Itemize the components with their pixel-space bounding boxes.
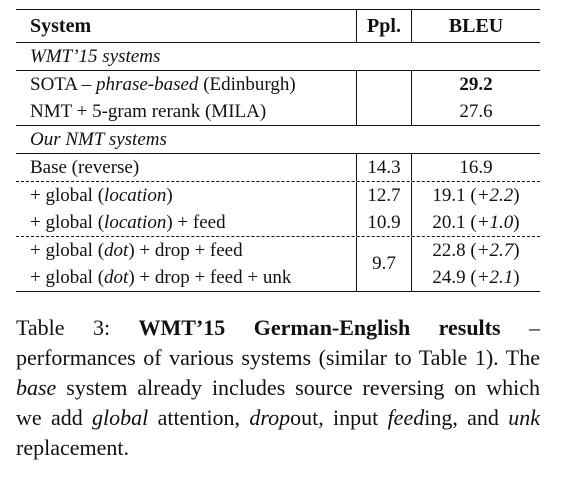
caption-label: Table 3:	[16, 315, 111, 340]
section-title-row: WMT’15 systems	[16, 43, 540, 71]
section-title: WMT’15 systems	[30, 45, 161, 67]
bleu-value: 24.9 (+2.1)	[432, 266, 520, 288]
bleu-value: 16.9	[459, 156, 493, 178]
section-title: Our NMT systems	[30, 128, 167, 150]
table-caption: Table 3: WMT’15 German-English results –…	[16, 315, 540, 460]
table-row: + global (location) + feed 10.9 20.1 (+1…	[16, 209, 540, 236]
bleu-value: 27.6	[459, 100, 493, 122]
table-row: NMT + 5-gram rerank (MILA) 27.6	[16, 98, 540, 126]
bleu-value: 20.1 (+1.0)	[432, 211, 520, 233]
bleu-value: 19.1 (+2.2)	[432, 184, 520, 206]
header-ppl: Ppl.	[356, 10, 412, 42]
ppl-value: 12.7	[356, 182, 412, 209]
system-name: Base (reverse)	[30, 156, 140, 178]
system-name: + global (location)	[30, 184, 173, 206]
header-bleu: BLEU	[448, 14, 504, 37]
section-title-row: Our NMT systems	[16, 126, 540, 154]
merged-row-group: + global (dot) + drop + feed + global (d…	[16, 236, 540, 291]
system-name: + global (location) + feed	[30, 211, 226, 233]
results-table: System Ppl. BLEU WMT’15 systems SOTA – p…	[16, 9, 540, 292]
ppl-value: 10.9	[356, 209, 412, 236]
ppl-value: 14.3	[356, 154, 412, 181]
table-row: Base (reverse) 14.3 16.9	[16, 154, 540, 181]
system-name: + global (dot) + drop + feed	[30, 239, 243, 261]
system-name: + global (dot) + drop + feed + unk	[30, 266, 292, 288]
system-name: SOTA – phrase-based (Edinburgh)	[30, 73, 296, 95]
table-row: SOTA – phrase-based (Edinburgh) 29.2	[16, 71, 540, 98]
system-name: NMT + 5-gram rerank (MILA)	[30, 100, 267, 122]
ppl-value: 9.7	[356, 237, 412, 291]
header-system: System	[30, 14, 92, 37]
table-row: + global (location) 12.7 19.1 (+2.2)	[16, 181, 540, 209]
bleu-value: 22.8 (+2.7)	[432, 239, 520, 261]
caption-title: WMT’15 German-English results	[138, 315, 501, 340]
table-header-row: System Ppl. BLEU	[16, 10, 540, 43]
bleu-value: 29.2	[459, 73, 493, 95]
ppl-value	[356, 98, 412, 125]
ppl-value	[356, 71, 412, 98]
